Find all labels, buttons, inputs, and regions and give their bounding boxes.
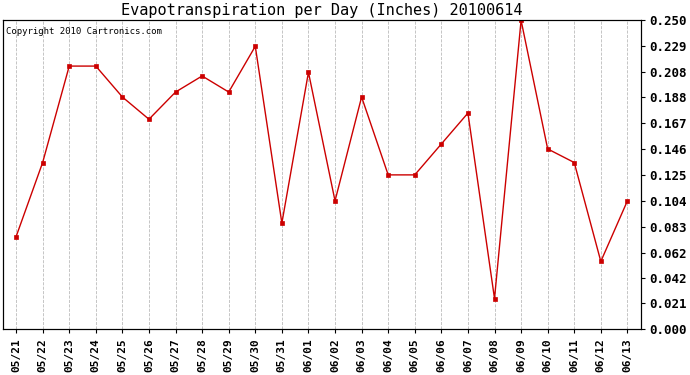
Title: Evapotranspiration per Day (Inches) 20100614: Evapotranspiration per Day (Inches) 2010… [121, 3, 522, 18]
Text: Copyright 2010 Cartronics.com: Copyright 2010 Cartronics.com [6, 27, 162, 36]
